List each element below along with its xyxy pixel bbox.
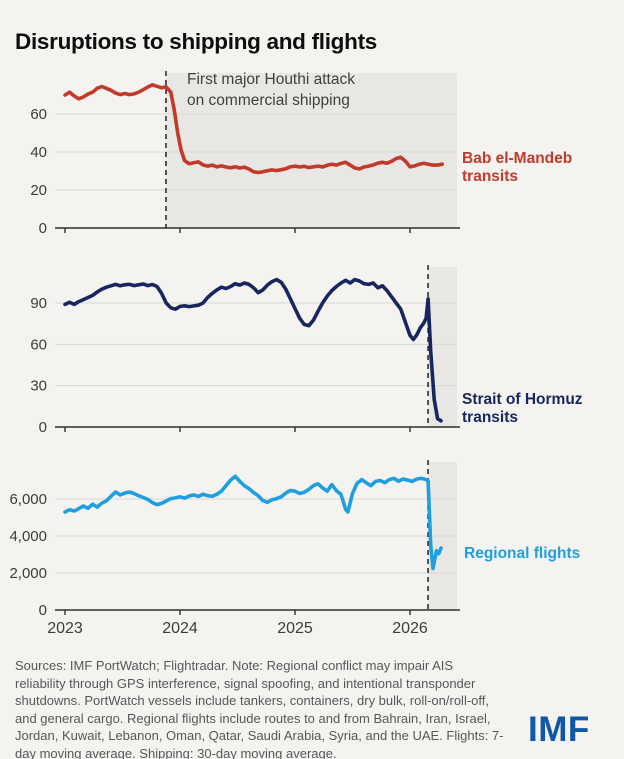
regional-flights-chart: 2023 2024 2025 2026 0 2,000 4,000 6,000	[0, 445, 624, 645]
strait-of-hormuz-transits-shaded-region	[428, 267, 457, 427]
strait-of-hormuz-transits-plot: 0 30 60 90	[30, 265, 460, 436]
y-tick-label-60: 60	[30, 336, 47, 353]
bab-el-mandeb-transits-shaded-region	[165, 73, 457, 228]
x-tick-label-2023: 2023	[47, 620, 83, 637]
regional-flights-line	[63, 474, 443, 571]
x-tick-label-2025: 2025	[277, 620, 313, 637]
bab-el-mandeb-transits-line	[63, 83, 445, 175]
y-tick-label-0: 0	[39, 419, 47, 436]
strait-of-hormuz-transits-line	[63, 277, 443, 423]
y-tick-label-2,000: 2,000	[9, 565, 47, 582]
y-tick-label-30: 30	[30, 378, 47, 395]
page-title: Disruptions to shipping and flights	[15, 29, 377, 55]
bab-el-mandeb-transits-chart: 0 20 40 60	[0, 60, 624, 250]
y-tick-label-6,000: 6,000	[9, 491, 47, 508]
regional-flights-series-label: Regional flights	[464, 545, 581, 562]
y-tick-label-90: 90	[30, 295, 47, 312]
y-tick-label-60: 60	[30, 106, 47, 123]
y-tick-label-0: 0	[39, 602, 47, 619]
y-tick-label-40: 40	[30, 144, 47, 161]
strait-of-hormuz-transits-chart: 0 30 60 90	[0, 258, 624, 440]
x-tick-label-2024: 2024	[162, 620, 198, 637]
bab-el-mandeb-transits-plot: 0 20 40 60	[30, 71, 460, 237]
event-annotation: First major Houthi attack on commercial …	[187, 71, 355, 109]
y-tick-label-0: 0	[39, 220, 47, 237]
y-tick-label-20: 20	[30, 182, 47, 199]
x-tick-label-2026: 2026	[392, 620, 428, 637]
regional-flights-plot: 2023 2024 2025 2026 0 2,000 4,000 6,000	[9, 460, 460, 637]
imf-logo: IMF	[528, 710, 590, 749]
sources-note: Sources: IMF PortWatch; Flightradar. Not…	[15, 658, 504, 759]
bab-el-mandeb-series-label: Bab el-Mandeb transits	[462, 150, 573, 185]
y-tick-label-4,000: 4,000	[9, 528, 47, 545]
strait-of-hormuz-series-label: Strait of Hormuz transits	[462, 391, 583, 426]
